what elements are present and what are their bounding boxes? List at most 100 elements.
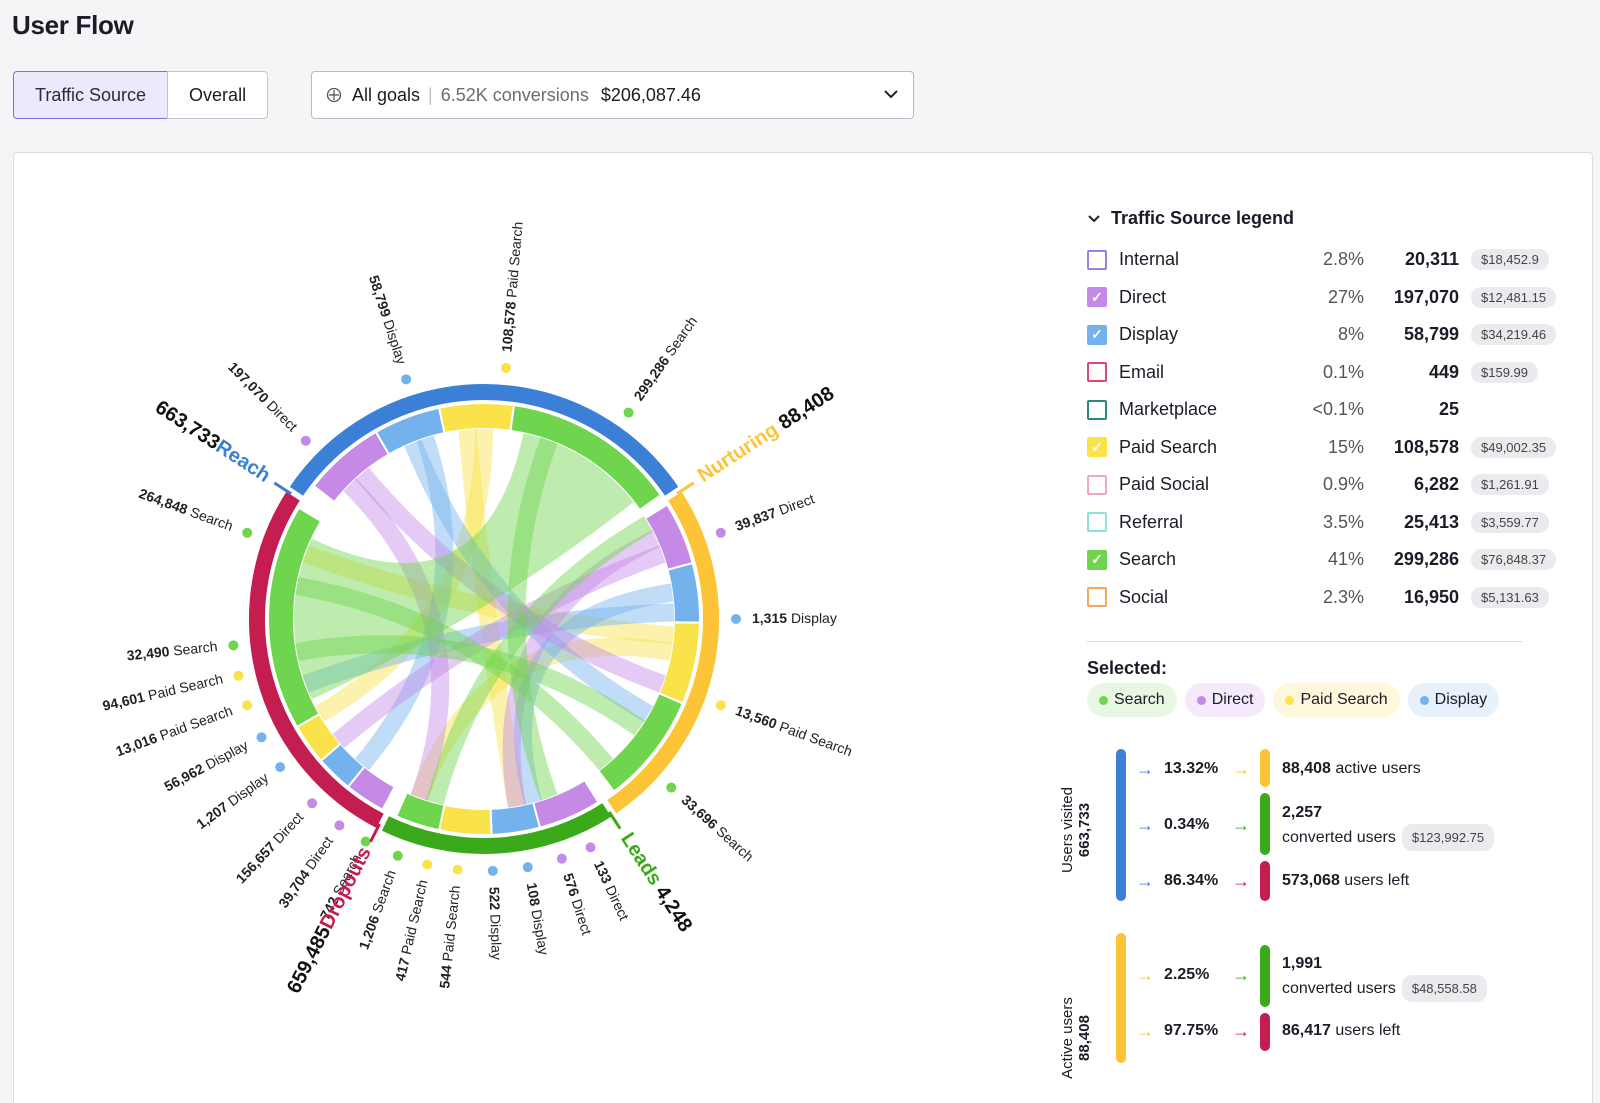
money-badge: $48,558.58 bbox=[1401, 975, 1487, 1002]
source-name: Direct bbox=[777, 490, 817, 518]
stage-tick bbox=[608, 811, 622, 830]
legend-checkbox[interactable]: ✓ bbox=[1087, 324, 1107, 345]
legend-title: Traffic Source legend bbox=[1111, 208, 1295, 228]
legend-name: Paid Search bbox=[1119, 436, 1218, 457]
legend-checkbox[interactable] bbox=[1087, 512, 1107, 533]
source-value: 13,016 bbox=[113, 728, 162, 759]
source-dot bbox=[256, 732, 267, 743]
source-value: 94,601 bbox=[101, 687, 150, 713]
source-dot bbox=[401, 374, 412, 385]
legend-name: Internal bbox=[1119, 249, 1180, 270]
legend-name: Direct bbox=[1119, 286, 1167, 307]
legend-value: 20,311 bbox=[1404, 249, 1459, 270]
legend-item[interactable]: Referral 3.5% 25,413 $3,559.77 bbox=[1087, 504, 1587, 542]
legend-money: $12,481.15 bbox=[1471, 286, 1557, 308]
selected-chip[interactable]: Display bbox=[1407, 683, 1500, 717]
legend-item[interactable]: ✓ Direct 27% 197,070 $12,481.15 bbox=[1087, 279, 1587, 317]
legend-name: Search bbox=[1119, 549, 1177, 570]
flow-text: users left bbox=[1335, 1022, 1401, 1039]
stage-name: Reach bbox=[212, 436, 274, 487]
reach-arc bbox=[286, 382, 682, 499]
source-segment bbox=[489, 801, 542, 836]
legend-money: $1,261.91 bbox=[1471, 474, 1549, 496]
legend-value: 6,282 bbox=[1413, 474, 1459, 495]
chip-dot bbox=[1099, 695, 1108, 705]
stage-label: 663,733Reach bbox=[151, 397, 274, 488]
flow-outcome: 2,257 converted users $123,992.75 bbox=[1282, 801, 1495, 851]
selected-chip[interactable]: Search bbox=[1087, 683, 1177, 717]
legend-item[interactable]: Social 2.3% 16,950 $5,131.63 bbox=[1087, 579, 1587, 617]
source-label: 197,070 Direct bbox=[225, 359, 301, 435]
legend-checkbox[interactable]: ✓ bbox=[1087, 287, 1107, 308]
flow-chord bbox=[295, 577, 614, 771]
flow-pct: 97.75% bbox=[1164, 1022, 1219, 1039]
legend-name: Email bbox=[1119, 361, 1165, 382]
flow-pct: 0.34% bbox=[1164, 816, 1210, 833]
legend-header[interactable]: Traffic Source legend bbox=[1087, 208, 1587, 229]
source-dot bbox=[360, 836, 371, 847]
source-name: Search bbox=[368, 868, 398, 915]
source-value: 108,578 bbox=[498, 297, 519, 353]
legend-item[interactable]: Email 0.1% 449 $159.99 bbox=[1087, 354, 1587, 392]
source-value: 299,286 bbox=[630, 349, 674, 403]
legend-checkbox[interactable] bbox=[1087, 362, 1107, 383]
stage-tick bbox=[273, 481, 292, 495]
flow-outcome: 88,408 active users bbox=[1282, 757, 1421, 780]
legend-item[interactable]: ✓ Display 8% 58,799 $34,219.46 bbox=[1087, 316, 1587, 354]
source-name: Search bbox=[172, 638, 218, 659]
source-dot bbox=[233, 670, 244, 681]
divider bbox=[1087, 641, 1522, 642]
source-dot bbox=[307, 798, 318, 809]
legend-checkbox[interactable] bbox=[1087, 399, 1107, 420]
source-value: 58,799 bbox=[366, 273, 396, 322]
legend-checkbox[interactable] bbox=[1087, 587, 1107, 608]
legend-checkbox[interactable] bbox=[1087, 474, 1107, 495]
legend-money: $76,848.37 bbox=[1471, 549, 1557, 571]
legend-item[interactable]: Paid Social 0.9% 6,282 $1,261.91 bbox=[1087, 466, 1587, 504]
flow-outcome: 573,068 users left bbox=[1282, 869, 1409, 892]
stage-label: 659,485Dropouts bbox=[283, 844, 376, 998]
users-visited-title: Users visited bbox=[1059, 787, 1076, 873]
legend-checkbox[interactable]: ✓ bbox=[1087, 437, 1107, 458]
flow-chord bbox=[302, 603, 675, 693]
source-dot bbox=[275, 762, 286, 773]
legend-value: 16,950 bbox=[1403, 586, 1459, 607]
flow-chord bbox=[343, 478, 450, 801]
selected-chip[interactable]: Direct bbox=[1184, 683, 1266, 717]
flow-chord bbox=[513, 583, 674, 805]
legend-item[interactable]: ✓ Paid Search 15% 108,578 $49,002.35 bbox=[1087, 429, 1587, 467]
legend-pct: 15% bbox=[1327, 436, 1364, 457]
legend-item[interactable]: ✓ Search 41% 299,286 $76,848.37 bbox=[1087, 541, 1587, 579]
legend-checkbox[interactable]: ✓ bbox=[1087, 549, 1107, 570]
stage-tick bbox=[369, 823, 381, 843]
arrow-right-icon: → bbox=[1232, 965, 1250, 985]
dropouts-arc bbox=[247, 489, 387, 831]
legend-checkbox[interactable] bbox=[1087, 249, 1107, 270]
legend-money: $34,219.46 bbox=[1471, 324, 1557, 346]
flow-chord bbox=[502, 530, 661, 808]
flow-chord bbox=[332, 545, 666, 749]
source-label: 39,837 Direct bbox=[733, 490, 817, 534]
flow-value: 86,417 bbox=[1282, 1022, 1331, 1039]
source-dot bbox=[556, 853, 567, 864]
source-segment bbox=[267, 506, 323, 729]
tab-traffic-source[interactable]: Traffic Source bbox=[13, 71, 168, 119]
tab-overall[interactable]: Overall bbox=[167, 71, 269, 119]
selected-chip[interactable]: Paid Search bbox=[1273, 683, 1400, 717]
active-users-title: Active users bbox=[1059, 997, 1076, 1079]
source-value: 33,696 bbox=[679, 791, 724, 834]
flow-value: 2,257 bbox=[1282, 804, 1323, 821]
legend-name: Display bbox=[1119, 324, 1179, 345]
flow-chord bbox=[354, 467, 666, 693]
legend-item[interactable]: Marketplace <0.1% 25 bbox=[1087, 391, 1587, 429]
legend-pct: 0.1% bbox=[1322, 361, 1364, 382]
source-segment bbox=[437, 402, 516, 435]
flow-chord bbox=[426, 516, 654, 805]
source-label: 576 Direct bbox=[560, 871, 595, 937]
goals-dropdown[interactable]: All goals | 6.52K conversions $206,087.4… bbox=[311, 71, 914, 119]
flow-chord bbox=[314, 428, 493, 722]
reach-bar bbox=[1116, 749, 1126, 901]
source-value: 32,490 bbox=[126, 642, 174, 663]
legend-item[interactable]: Internal 2.8% 20,311 $18,452.9 bbox=[1087, 241, 1587, 279]
legend-value: 108,578 bbox=[1393, 436, 1459, 457]
